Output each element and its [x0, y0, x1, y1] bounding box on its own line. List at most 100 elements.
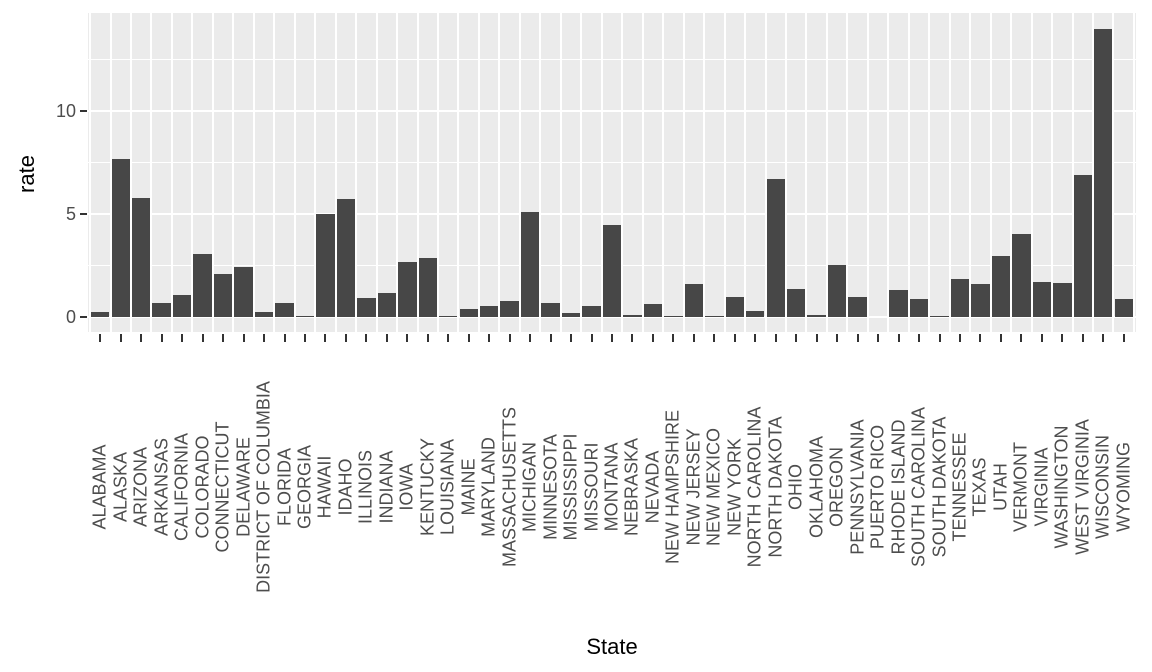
x-axis-tick [958, 334, 961, 342]
bar [316, 214, 335, 318]
x-axis-tick [672, 334, 675, 342]
gridline-vertical [928, 13, 931, 332]
x-axis-tick [774, 334, 777, 342]
gridline-vertical [109, 13, 112, 332]
x-axis-label: PENNSYLVANIA [847, 419, 868, 555]
gridline-major [88, 213, 1136, 216]
gridline-minor [88, 162, 1136, 164]
gridline-vertical [580, 13, 583, 332]
x-axis-label: MISSOURI [581, 442, 602, 532]
gridline-vertical [191, 13, 194, 332]
x-axis-label: OHIO [785, 463, 806, 511]
x-axis-tick [488, 334, 491, 342]
gridline-vertical [232, 13, 235, 332]
x-axis-label: NEW JERSEY [683, 428, 704, 546]
bar [623, 315, 642, 318]
bar [1012, 233, 1031, 318]
gridline-vertical [334, 13, 337, 332]
y-axis-label: 0 [65, 307, 76, 328]
gridline-vertical [518, 13, 521, 332]
gridline-vertical [477, 13, 480, 332]
bar [541, 303, 560, 318]
gridline-vertical [744, 13, 747, 332]
gridline-vertical [825, 13, 828, 332]
gridline-vertical [866, 13, 869, 332]
bar [152, 303, 171, 318]
gridline-vertical [457, 13, 460, 332]
gridline-vertical [1132, 13, 1135, 332]
bar [991, 255, 1011, 318]
gridline-vertical [805, 13, 808, 332]
x-axis-label: WASHINGTON [1051, 425, 1072, 549]
x-axis-label: NEVADA [642, 450, 663, 524]
bar [827, 264, 847, 318]
bar [746, 311, 765, 318]
x-axis-label: NEW MEXICO [703, 427, 724, 547]
gridline-vertical [887, 13, 890, 332]
x-axis-tick [242, 334, 245, 342]
bar [1094, 29, 1113, 318]
x-axis-label: NEW YORK [724, 438, 745, 536]
gridline-vertical [600, 13, 603, 332]
x-axis-tick [611, 334, 613, 342]
x-axis-label: MASSACHUSETTS [499, 406, 520, 568]
gridline-vertical [559, 13, 562, 332]
x-axis-label: ARKANSAS [151, 437, 172, 537]
x-axis-tick [181, 334, 184, 342]
bar [520, 212, 540, 318]
gridline-vertical [539, 13, 542, 332]
x-axis-tick [508, 334, 511, 342]
x-axis-tick [754, 334, 757, 342]
y-axis-label: 5 [65, 204, 76, 225]
x-axis-label: WISCONSIN [1092, 434, 1113, 540]
gridline-vertical [89, 13, 92, 332]
x-axis-tick [692, 334, 695, 342]
x-axis-label: IDAHO [335, 458, 356, 516]
x-axis-label: ALASKA [110, 451, 131, 523]
bar [213, 274, 233, 318]
gridline-vertical [969, 13, 972, 332]
gridline-vertical [907, 13, 910, 332]
x-axis-label: ALABAMA [89, 444, 110, 530]
x-axis-label: OREGON [826, 446, 847, 528]
gridline-vertical [129, 13, 132, 332]
x-axis-tick [201, 334, 204, 342]
x-axis-label: VERMONT [1010, 442, 1031, 532]
gridline-vertical [396, 13, 399, 332]
x-axis-tick [160, 334, 163, 342]
x-axis-label: GEORGIA [294, 444, 315, 530]
x-axis-label: NORTH DAKOTA [765, 416, 786, 558]
bar [766, 179, 785, 318]
x-axis-label: LOUISIANA [437, 438, 458, 536]
bar [1073, 175, 1092, 318]
x-axis-tick [1040, 334, 1043, 342]
bar [643, 304, 663, 318]
x-axis-tick [324, 334, 327, 342]
x-axis-label: SOUTH CAROLINA [908, 406, 929, 568]
gridline-vertical [1010, 13, 1013, 332]
x-axis-tick [856, 334, 859, 342]
x-axis-tick [836, 334, 839, 342]
gridline-vertical [170, 13, 173, 332]
gridline-vertical [1092, 13, 1095, 332]
x-axis-tick [119, 334, 122, 342]
bar [172, 294, 192, 318]
bar [1032, 282, 1052, 318]
bar [971, 284, 990, 318]
x-axis-tick [283, 334, 286, 342]
x-axis-label: KENTUCKY [417, 437, 438, 537]
x-axis-tick [344, 334, 347, 342]
bar [132, 197, 151, 318]
gridline-vertical [682, 13, 685, 332]
bar [91, 312, 110, 318]
plot-panel [88, 13, 1136, 332]
x-axis-tick [651, 334, 654, 342]
x-axis-label: INDIANA [376, 450, 397, 524]
y-axis-label: 10 [55, 101, 76, 122]
x-axis-tick [1061, 334, 1064, 342]
bar [500, 300, 519, 318]
bar [459, 309, 478, 318]
x-axis-label: RHODE ISLAND [888, 419, 909, 555]
x-axis-tick [570, 334, 573, 342]
